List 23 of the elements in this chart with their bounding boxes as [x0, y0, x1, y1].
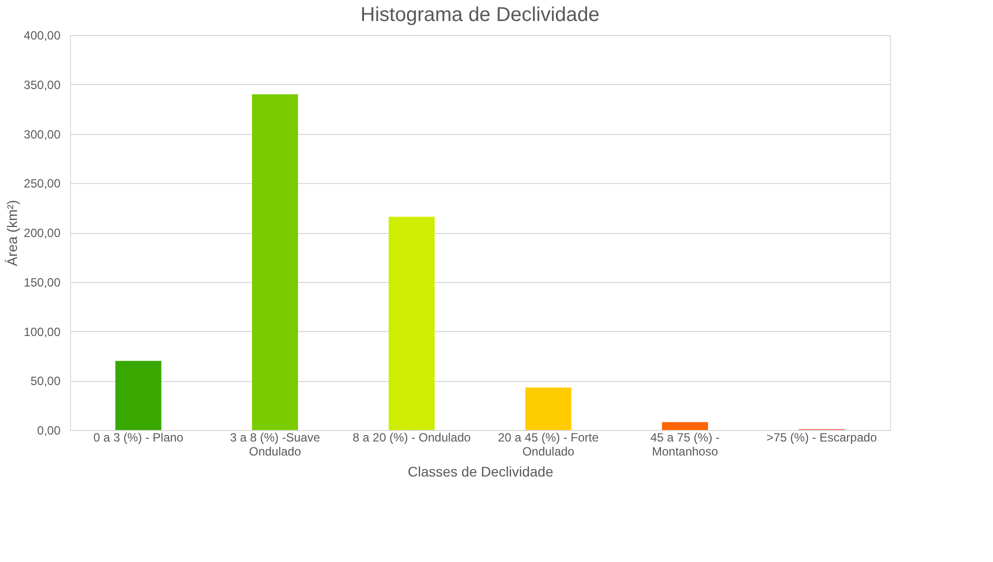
- y-tick-label: 0,00: [37, 424, 61, 438]
- bar: [115, 360, 162, 430]
- x-axis-title: Classes de Declividade: [408, 464, 554, 480]
- y-axis-title: Área (km²): [4, 200, 20, 266]
- y-tick-label: 200,00: [24, 226, 61, 240]
- y-tick-label: 50,00: [30, 374, 61, 388]
- y-tick-label: 350,00: [24, 78, 61, 92]
- chart-title: Histograma de Declividade: [360, 4, 600, 26]
- y-tick-label: 300,00: [24, 127, 61, 142]
- bar: [525, 388, 572, 430]
- x-tick-label: 20 a 45 (%) - Forte Ondulado: [498, 430, 600, 458]
- y-tick-label: 250,00: [24, 176, 61, 191]
- bar: [388, 216, 435, 430]
- bar: [252, 94, 298, 430]
- x-tick-label: 45 a 75 (%) - Montanhoso: [650, 430, 720, 458]
- bar: [662, 422, 708, 430]
- y-tick-label: 150,00: [24, 275, 61, 290]
- x-tick-label: >75 (%) - Escarpado: [766, 430, 878, 444]
- y-tick-label: 100,00: [24, 324, 61, 339]
- x-tick-label: 8 a 20 (%) - Ondulado: [352, 430, 472, 444]
- x-tick-label: 3 a 8 (%) -Suave Ondulado: [230, 430, 320, 458]
- y-tick-label: 400,00: [24, 28, 61, 42]
- x-tick-label: 0 a 3 (%) - Plano: [93, 430, 184, 444]
